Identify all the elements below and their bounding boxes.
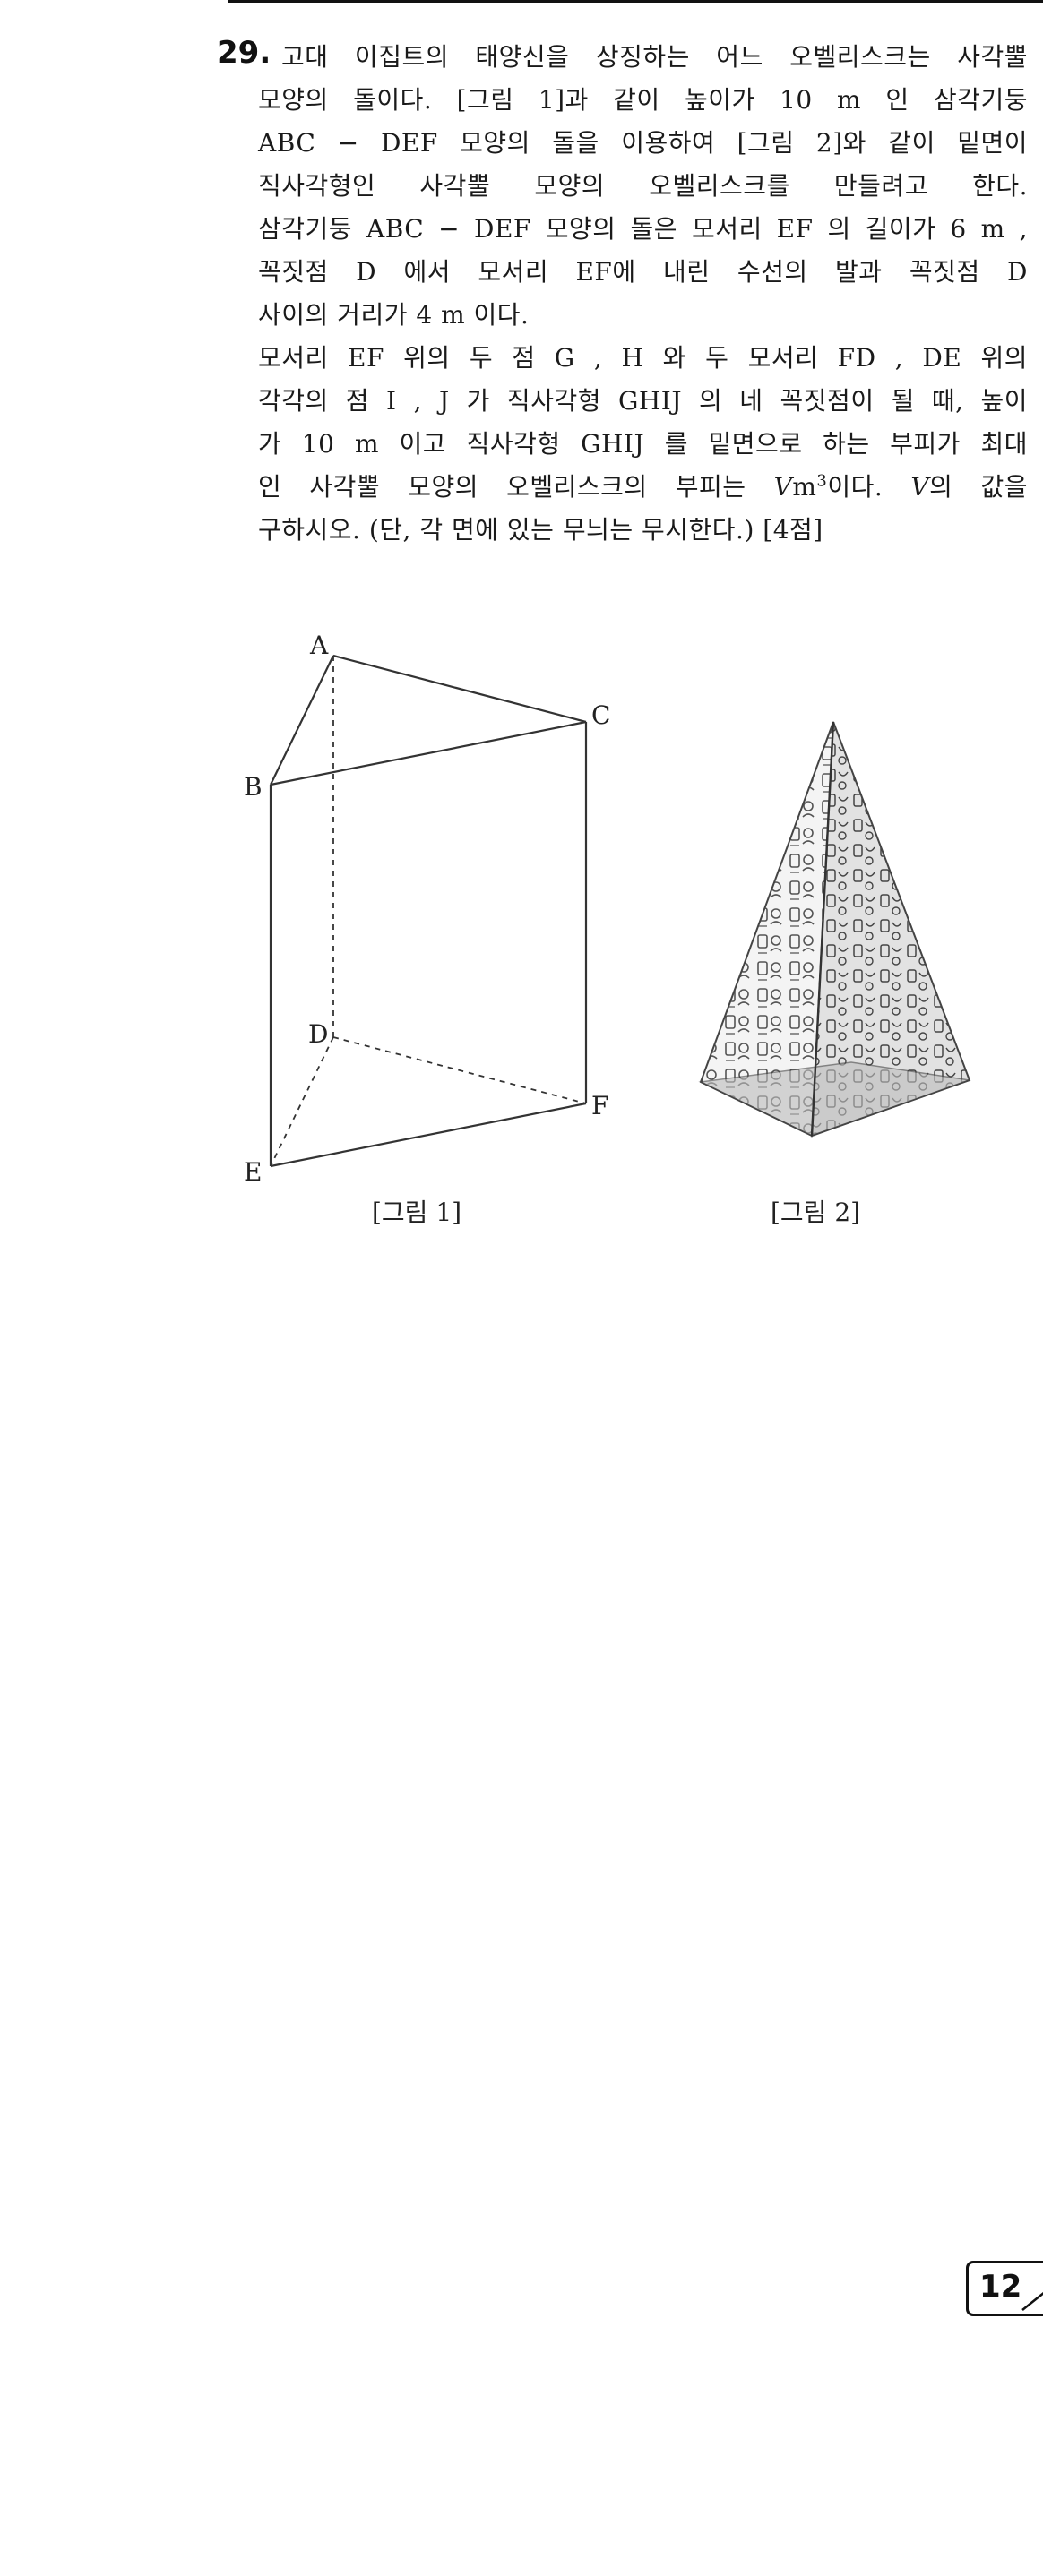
vertex-label-d: D	[308, 1019, 328, 1049]
vertex-label-a: A	[309, 631, 329, 660]
exponent: 3	[816, 471, 828, 491]
variable-v: V	[773, 472, 793, 502]
figures-area: A B C D E F	[0, 618, 1043, 1263]
text-line: 직사각형인 사각뿔 모양의 오벨리스크를 만들려고 한다.	[258, 171, 1028, 201]
obelisk-base	[698, 1061, 970, 1137]
variable-v: V	[910, 472, 930, 502]
text-line: 삼각기둥 ABC − DEF 모양의 돌은 모서리 EF 의 길이가 6 m ,	[258, 214, 1028, 244]
edge-df-hidden	[332, 1036, 587, 1104]
text-segment: 이다.	[827, 472, 911, 502]
edge-bc	[270, 720, 587, 786]
top-rule	[228, 0, 1043, 3]
vertex-label-c: C	[591, 700, 610, 730]
figure-1-caption: [그림 1]	[372, 1198, 462, 1227]
text-line-volume: 인 사각뿔 모양의 오벨리스크의 부피는 Vm3이다. V의 값을	[258, 466, 1028, 509]
edge-de-hidden	[270, 1036, 334, 1167]
text-line: 각각의 점 I , J 가 직사각형 GHIJ 의 네 꼭짓점이 될 때, 높이	[258, 386, 1028, 416]
text-line: 모양의 돌이다. [그림 1]과 같이 높이가 10 m 인 삼각기둥	[258, 85, 1028, 115]
paragraph-2: 삼각기둥 ABC − DEF 모양의 돌은 모서리 EF 의 길이가 6 m ,…	[217, 208, 1028, 337]
figure-1-triangular-prism: A B C D E F	[244, 631, 610, 1187]
text-line: ABC − DEF 모양의 돌을 이용하여 [그림 2]와 같이 밑면이	[258, 128, 1028, 158]
problem-29: 29. 고대 이집트의 태양신을 상징하는 어느 오벨리스크는 사각뿔 모양의 …	[217, 36, 1028, 552]
page-number: 12	[979, 2269, 1022, 2305]
paragraph-1: 고대 이집트의 태양신을 상징하는 어느 오벨리스크는 사각뿔	[217, 36, 1028, 79]
edge-ef	[270, 1102, 587, 1168]
vertex-label-e: E	[244, 1157, 262, 1187]
text-line: 고대 이집트의 태양신을 상징하는 어느 오벨리스크는 사각뿔	[281, 42, 1028, 72]
text-line: 가 10 m 이고 직사각형 GHIJ 를 밑면으로 하는 부피가 최대	[258, 429, 1028, 459]
text-segment: 의 값을	[929, 472, 1028, 502]
text-segment: 인 사각뿔 모양의 오벨리스크의 부피는	[258, 472, 774, 502]
text-line: 구하시오. (단, 각 면에 있는 무늬는 무시한다.) [4점]	[258, 515, 823, 545]
figure-2-obelisk-pyramid	[698, 721, 971, 1138]
unit-m: m	[792, 472, 817, 502]
page-badge-slash	[1021, 2291, 1043, 2311]
text-line: 사이의 거리가 4 m 이다.	[258, 300, 530, 330]
edge-ab	[270, 655, 334, 786]
page-number-badge: 12	[966, 2261, 1043, 2316]
paragraph-3: 모서리 EF 위의 두 점 G , H 와 두 모서리 FD , DE 위의 각…	[217, 337, 1028, 552]
text-line: 꼭짓점 D 에서 모서리 EF에 내린 수선의 발과 꼭짓점 D	[258, 257, 1028, 287]
vertex-label-b: B	[244, 772, 263, 802]
vertex-label-f: F	[591, 1091, 608, 1121]
figure-2-caption: [그림 2]	[771, 1198, 861, 1227]
question-number: 29.	[217, 35, 272, 71]
text-line: 모서리 EF 위의 두 점 G , H 와 두 모서리 FD , DE 위의	[258, 343, 1028, 373]
paragraph-1-cont: 모양의 돌이다. [그림 1]과 같이 높이가 10 m 인 삼각기둥 ABC …	[217, 79, 1028, 208]
edge-ac	[332, 654, 587, 724]
